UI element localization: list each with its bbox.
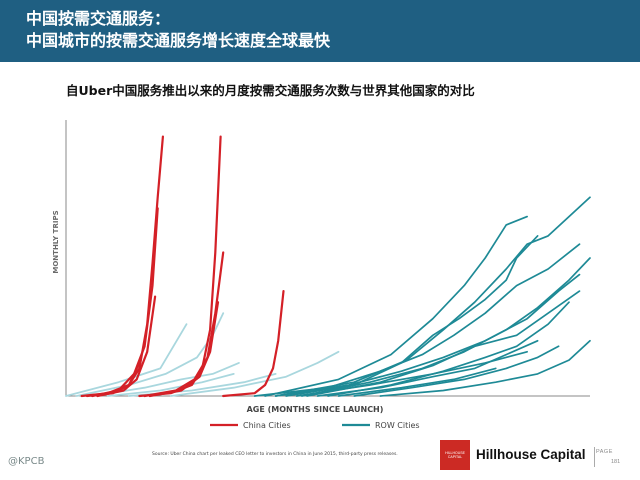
- series-line-19: [274, 273, 581, 397]
- brand-name: Hillhouse Capital: [476, 447, 586, 462]
- series-line-0: [80, 135, 164, 398]
- slide-title-line1: 中国按需交通服务：: [26, 9, 171, 28]
- hillhouse-logo: HILLHOUSE CAPITAL: [440, 440, 470, 470]
- logo-text: HILLHOUSE CAPITAL: [445, 451, 465, 459]
- source-note: Source: Uber China chart per leaked CEO …: [152, 452, 398, 457]
- series-line-10: [91, 361, 240, 397]
- series-line-15: [264, 215, 528, 397]
- series-line-24: [379, 339, 591, 397]
- page-number: 181: [611, 459, 621, 465]
- slide-header: 中国按需交通服务： 中国城市的按需交通服务增长速度全球最快: [0, 0, 640, 62]
- series-line-1: [91, 207, 159, 398]
- legend-label-1: ROW Cities: [375, 421, 420, 430]
- series-line-26: [337, 367, 497, 397]
- series-line-25: [295, 350, 528, 397]
- series-line-22: [316, 339, 539, 397]
- x-axis-label: AGE (MONTHS SINCE LAUNCH): [247, 405, 384, 414]
- series-line-16: [285, 235, 539, 397]
- series-line-23: [353, 345, 560, 397]
- y-axis-label: MONTHLY TRIPS: [52, 210, 60, 273]
- page-divider: [594, 447, 595, 467]
- kpcb-watermark: @KPCB: [8, 456, 45, 467]
- series-line-6: [148, 301, 220, 398]
- series-line-20: [306, 290, 581, 397]
- slide-title-line2: 中国城市的按需交通服务增长速度全球最快: [26, 31, 331, 50]
- series-line-12: [169, 350, 340, 397]
- series-line-17: [253, 243, 581, 397]
- chart-title: 自Uber中国服务推出以来的月度按需交通服务次数与世界其他国家的对比: [66, 83, 475, 98]
- series-line-9: [75, 312, 225, 397]
- series-line-3: [85, 361, 141, 398]
- series-line-7: [222, 290, 285, 398]
- slide-title: 中国按需交通服务： 中国城市的按需交通服务增长速度全球最快: [26, 8, 330, 52]
- legend-label-0: China Cities: [243, 421, 291, 430]
- page-label: PAGE: [596, 449, 613, 455]
